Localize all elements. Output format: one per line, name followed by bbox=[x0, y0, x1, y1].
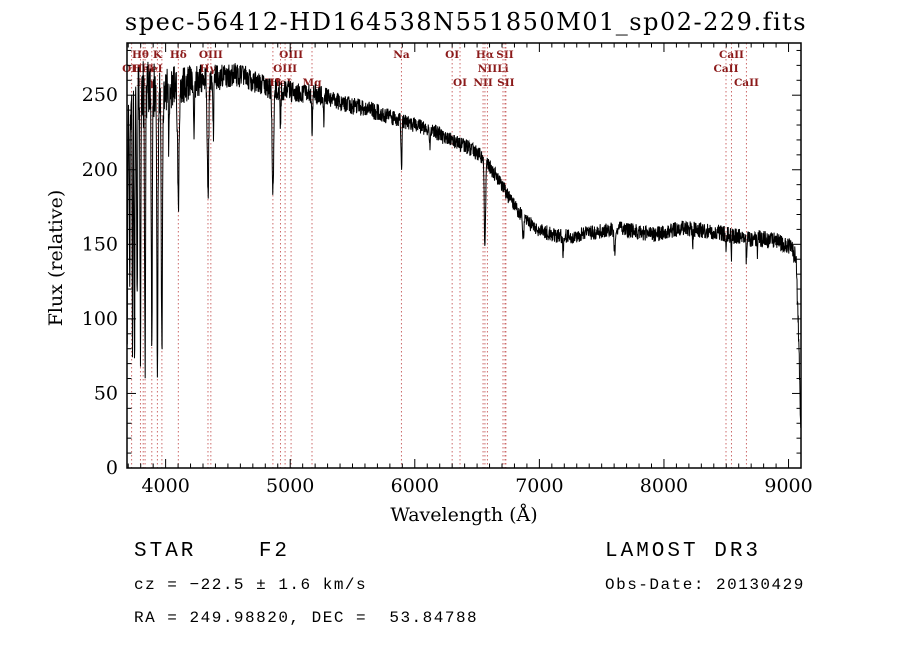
plot-title: spec-56412-HD164538N551850M01_sp02-229.f… bbox=[125, 8, 807, 36]
spectrum-line bbox=[126, 61, 802, 428]
plot-frame bbox=[126, 42, 802, 469]
obs-date-label: Obs-Date: 20130429 bbox=[605, 576, 805, 594]
y-tick-label: 0 bbox=[106, 457, 118, 479]
x-tick-label: 9000 bbox=[764, 475, 812, 497]
classification-label: STAR F2 bbox=[134, 540, 291, 563]
marker-label: NII bbox=[478, 63, 498, 75]
marker-label: CaII bbox=[719, 49, 744, 61]
survey-label: LAMOST DR3 bbox=[605, 540, 762, 563]
marker-label: CaII bbox=[734, 77, 759, 89]
marker-label: Mg bbox=[303, 77, 323, 89]
marker-label: OIII bbox=[279, 49, 303, 61]
x-tick-label: 4000 bbox=[141, 475, 189, 497]
marker-label: Hα bbox=[476, 49, 494, 61]
y-axis-label: Flux (relative) bbox=[45, 190, 67, 327]
marker-label: HeI bbox=[141, 63, 163, 75]
marker-label: Hθ bbox=[132, 49, 149, 61]
y-tick-label: 200 bbox=[82, 159, 118, 181]
y-tick-label: 100 bbox=[82, 308, 118, 330]
marker-label: SII bbox=[497, 77, 514, 89]
marker-label: Hγ bbox=[200, 63, 217, 75]
marker-label: CaII bbox=[714, 63, 739, 75]
x-tick-label: 6000 bbox=[391, 475, 439, 497]
marker-label: K bbox=[153, 49, 163, 61]
marker-label: NII bbox=[473, 77, 493, 89]
x-axis-label: Wavelength (Å) bbox=[390, 504, 537, 526]
ra-dec-label: RA = 249.98820, DEC = 53.84788 bbox=[134, 609, 479, 627]
marker-label: OIII bbox=[199, 49, 223, 61]
marker-label: OIII bbox=[273, 63, 297, 75]
y-tick-label: 50 bbox=[94, 382, 118, 404]
axis-ticks bbox=[127, 43, 802, 469]
x-tick-label: 8000 bbox=[640, 475, 688, 497]
radial-velocity-label: cz = −22.5 ± 1.6 km/s bbox=[134, 576, 368, 594]
marker-label: OI bbox=[453, 77, 467, 89]
marker-label: OI bbox=[445, 49, 459, 61]
marker-label: Li bbox=[497, 63, 508, 75]
marker-label: Na bbox=[393, 49, 410, 61]
x-tick-label: 5000 bbox=[266, 475, 314, 497]
marker-label: Hδ bbox=[170, 49, 187, 61]
y-tick-label: 150 bbox=[82, 233, 118, 255]
marker-label: SII bbox=[496, 49, 513, 61]
x-tick-label: 7000 bbox=[515, 475, 563, 497]
y-tick-label: 250 bbox=[82, 84, 118, 106]
